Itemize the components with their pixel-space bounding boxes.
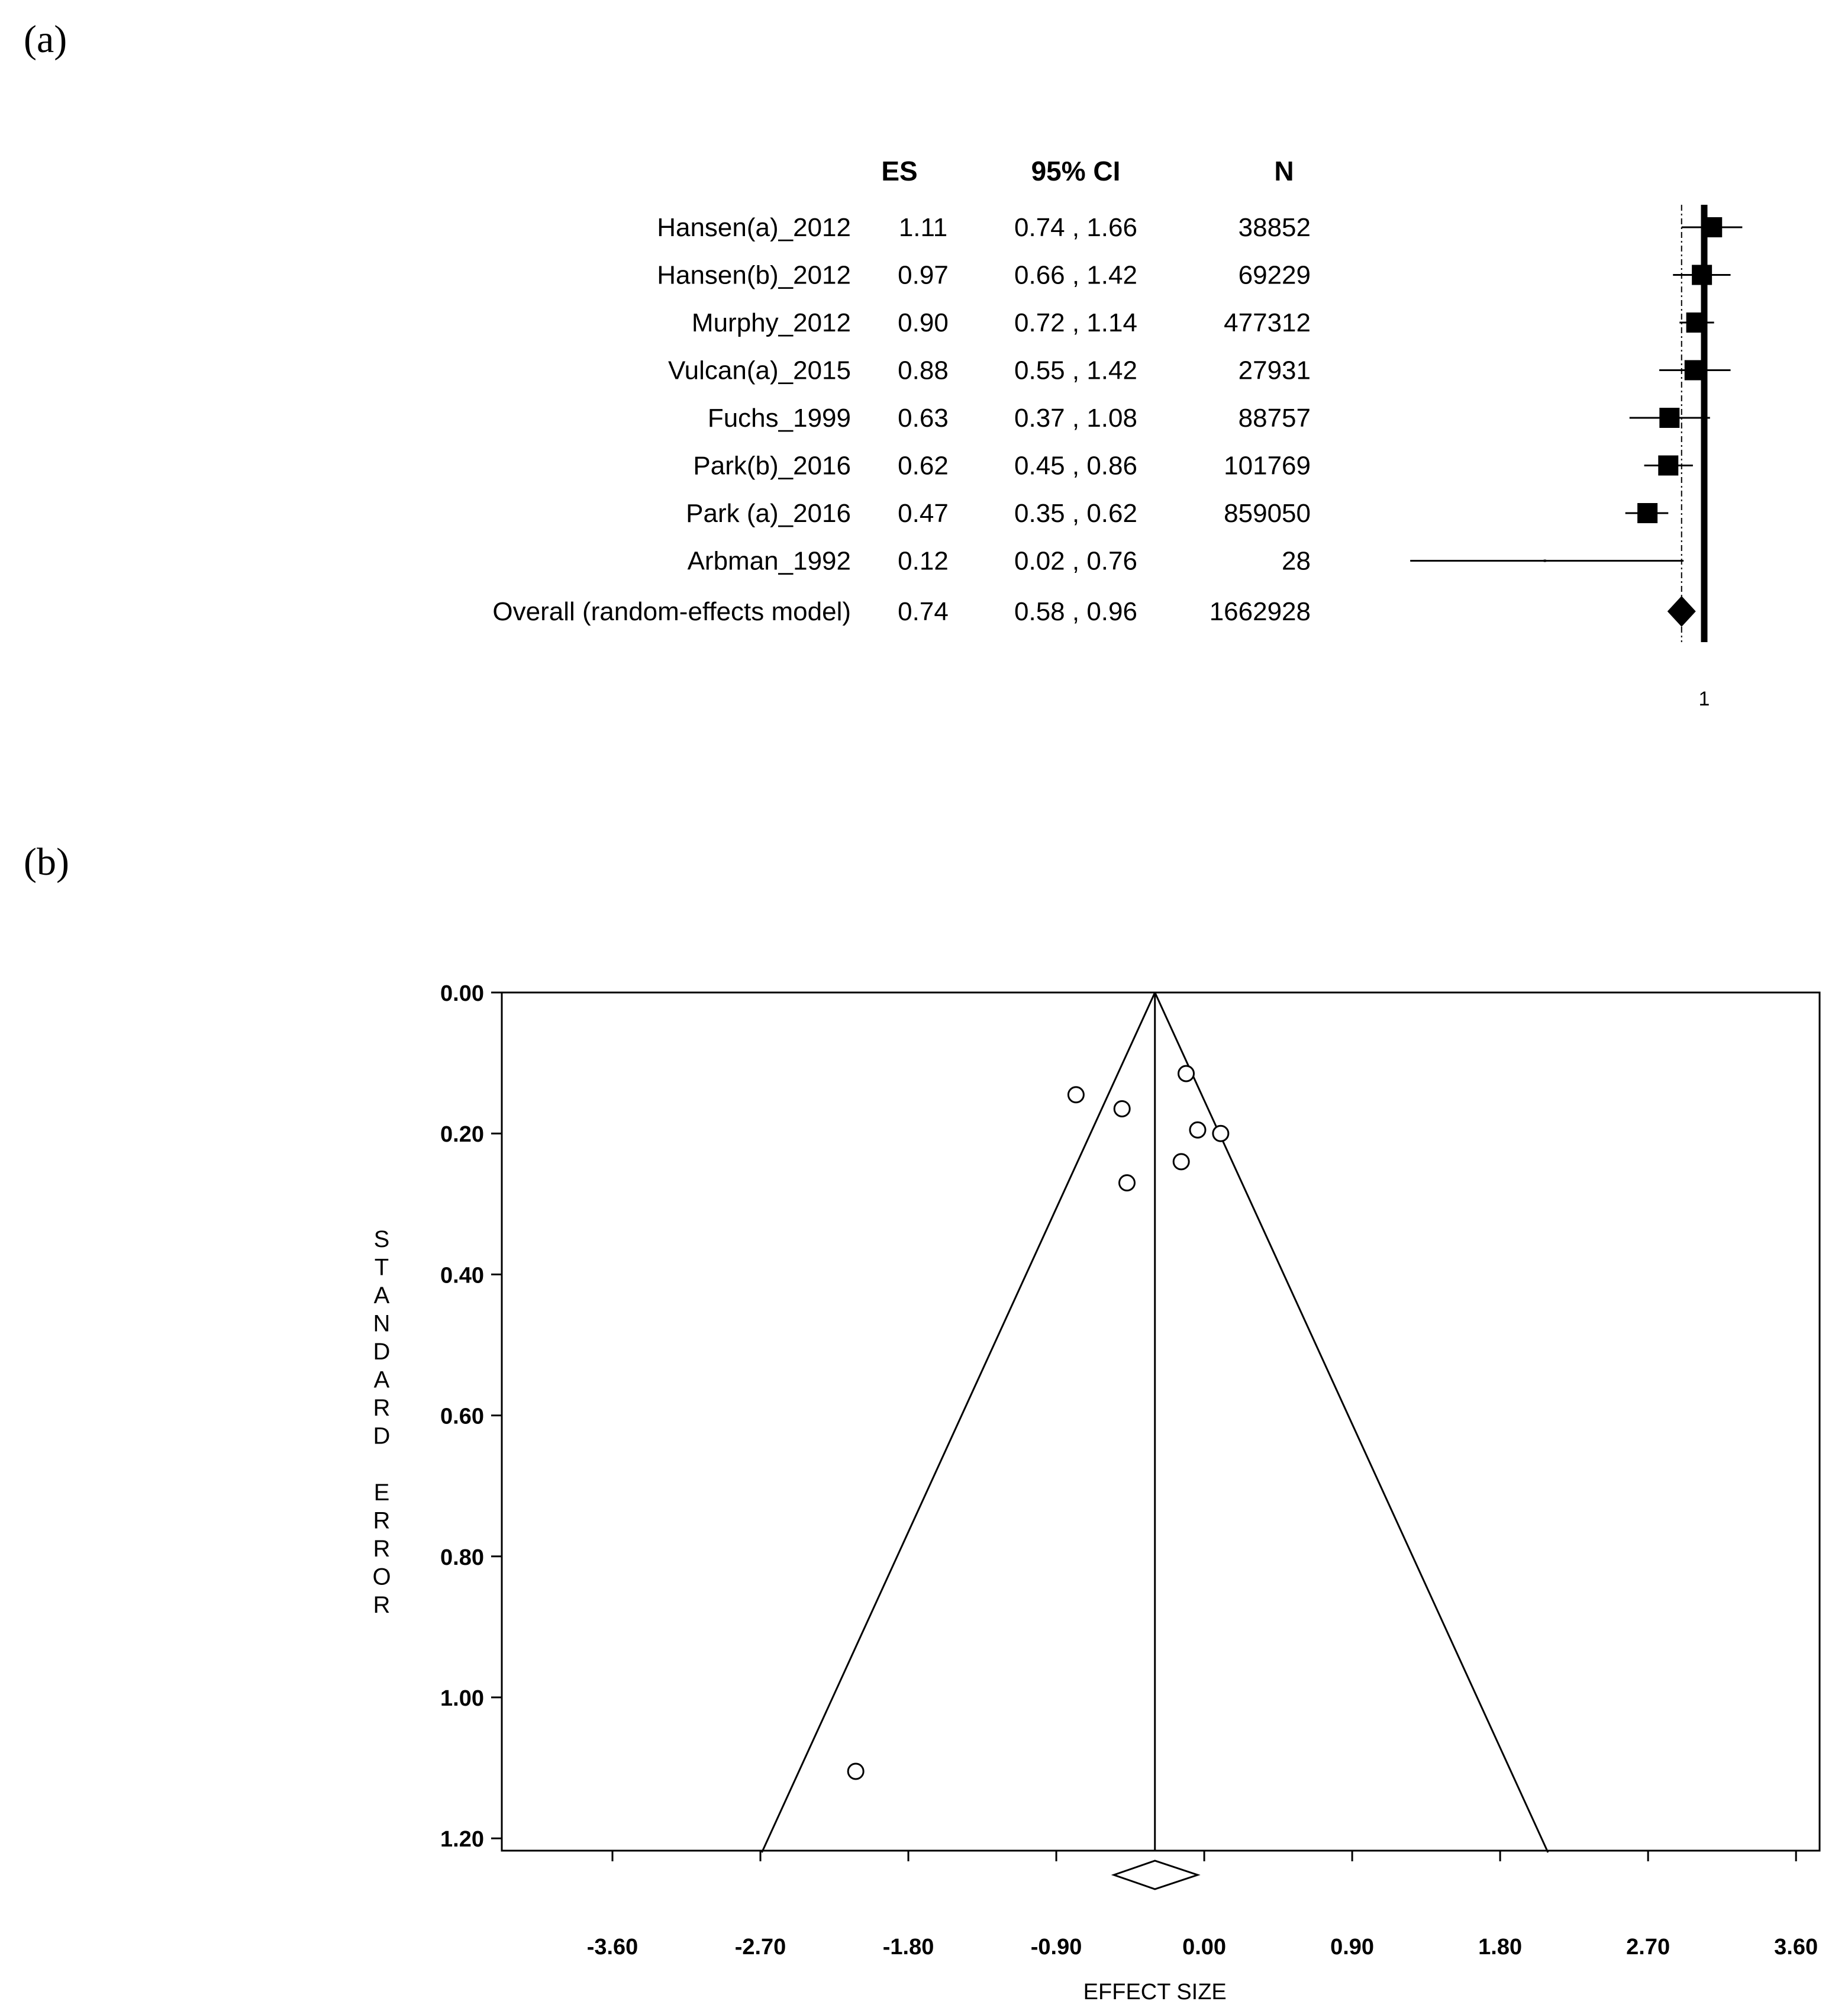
funnel-left-line xyxy=(761,992,1156,1853)
n-value: 859050 xyxy=(1224,499,1311,528)
column-header-ci: 95% CI xyxy=(1031,156,1121,186)
es-value: 0.97 xyxy=(898,261,949,290)
ci-value: 0.45 , 0.86 xyxy=(1014,452,1137,481)
column-header-es: ES xyxy=(881,156,917,186)
ci-value: 0.74 , 1.66 xyxy=(1014,213,1137,242)
n-value: 101769 xyxy=(1224,452,1311,481)
effect-square xyxy=(1543,559,1546,562)
study-label: Park(b)_2016 xyxy=(693,452,851,481)
study-point xyxy=(847,1762,865,1780)
n-value: 88757 xyxy=(1239,404,1311,433)
study-label: Murphy_2012 xyxy=(692,308,851,337)
n-value: 27931 xyxy=(1239,356,1311,385)
n-value: 38852 xyxy=(1239,213,1311,242)
overall-es-value: 0.74 xyxy=(898,597,949,626)
n-value: 477312 xyxy=(1224,308,1311,337)
x-tick-label: 2.70 xyxy=(1626,1935,1670,1960)
x-tick-label: -3.60 xyxy=(587,1935,638,1960)
study-point xyxy=(1113,1100,1131,1118)
study-label: Hansen(a)_2012 xyxy=(657,213,851,242)
y-tick-label: 0.80 xyxy=(440,1545,484,1570)
effect-square xyxy=(1659,408,1680,428)
ci-value: 0.72 , 1.14 xyxy=(1014,308,1137,337)
column-header-n: N xyxy=(1274,156,1294,186)
funnel-right-line xyxy=(1154,992,1549,1853)
x-axis-label: EFFECT SIZE xyxy=(1083,1980,1227,2005)
ci-value: 0.55 , 1.42 xyxy=(1014,356,1137,385)
ci-value: 0.02 , 0.76 xyxy=(1014,547,1137,576)
overall-ci-value: 0.58 , 0.96 xyxy=(1014,597,1137,626)
study-point xyxy=(1189,1121,1207,1139)
y-tick-label: 0.40 xyxy=(440,1263,484,1288)
study-label: Fuchs_1999 xyxy=(708,404,851,433)
y-tick-label: 0.20 xyxy=(440,1122,484,1147)
ci-value: 0.35 , 0.62 xyxy=(1014,499,1137,528)
n-value: 69229 xyxy=(1239,261,1311,290)
x-tick-label: 1.80 xyxy=(1478,1935,1522,1960)
x-tick-label: 0.00 xyxy=(1182,1935,1226,1960)
es-value: 1.11 xyxy=(899,213,947,242)
study-point xyxy=(1118,1174,1136,1192)
funnel-plot: 0.00 0.20 0.40 0.60 0.80 1.00 1.20 -3.60 -2.70 -1… xyxy=(372,981,1821,2005)
es-value: 0.47 xyxy=(898,499,949,528)
study-label: Vulcan(a)_2015 xyxy=(668,356,851,385)
overall-diamond xyxy=(1667,596,1696,627)
y-tick-label: 0.60 xyxy=(440,1404,484,1429)
overall-n-value: 1662928 xyxy=(1210,597,1311,626)
study-point xyxy=(1172,1153,1190,1171)
study-label: Arbman_1992 xyxy=(688,547,851,576)
study-point xyxy=(1067,1086,1085,1104)
n-value: 28 xyxy=(1282,547,1311,576)
es-value: 0.62 xyxy=(898,452,949,481)
x-tick-label: 3.60 xyxy=(1774,1935,1818,1960)
plot-frame xyxy=(501,991,1821,1852)
y-tick-label: 1.00 xyxy=(440,1686,484,1711)
study-label: Park (a)_2016 xyxy=(686,499,851,528)
x-tick-label: -0.90 xyxy=(1031,1935,1082,1960)
x-tick-label: 0.90 xyxy=(1330,1935,1374,1960)
ci-value: 0.37 , 1.08 xyxy=(1014,404,1137,433)
forest-plot: ES 95% CI N Hansen(a)_2012 1.11 0.74 , 1.66 38… xyxy=(492,156,1743,710)
es-value: 0.88 xyxy=(898,356,949,385)
x-tick-label: -2.70 xyxy=(735,1935,786,1960)
summary-diamond xyxy=(1111,1860,1201,1890)
study-point xyxy=(1178,1065,1195,1082)
effect-square xyxy=(1637,503,1658,523)
study-label: Hansen(b)_2012 xyxy=(657,261,851,290)
overall-label: Overall (random-effects model) xyxy=(492,597,851,626)
null-tick-label: 1 xyxy=(1699,688,1710,710)
study-point xyxy=(1212,1124,1230,1142)
es-value: 0.63 xyxy=(898,404,949,433)
ci-value: 0.66 , 1.42 xyxy=(1014,261,1137,290)
effect-square xyxy=(1658,455,1679,476)
y-tick-label: 0.00 xyxy=(440,981,484,1006)
es-value: 0.90 xyxy=(898,308,949,337)
es-value: 0.12 xyxy=(898,547,949,576)
panel-label-b: (b) xyxy=(24,840,69,884)
panel-label-a: (a) xyxy=(24,18,67,61)
y-tick-label: 1.20 xyxy=(440,1827,484,1852)
x-tick-label: -1.80 xyxy=(883,1935,934,1960)
